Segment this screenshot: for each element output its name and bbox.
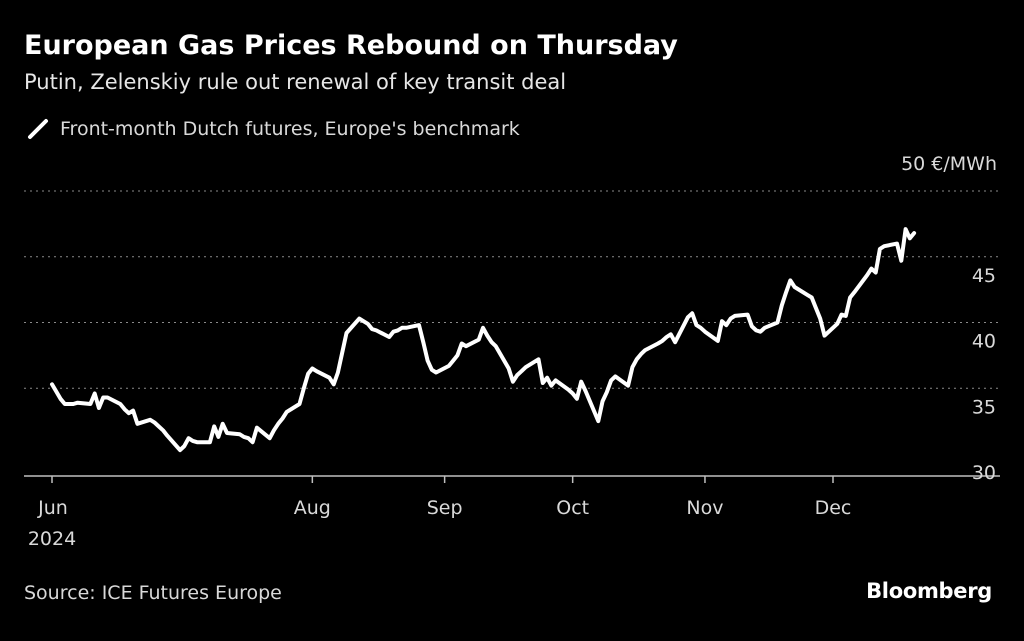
x-tick-label: Jun <box>37 497 68 519</box>
chart-subtitle: Putin, Zelenskiy rule out renewal of key… <box>24 70 567 94</box>
x-tick-label: Dec <box>815 497 852 519</box>
legend-swatch <box>28 119 48 139</box>
legend: Front-month Dutch futures, Europe's benc… <box>26 117 520 141</box>
y-tick-label: 35 <box>972 396 996 418</box>
x-tick-sublabel: 2024 <box>28 528 76 550</box>
y-tick-label: 45 <box>972 265 996 287</box>
x-tick-label: Oct <box>556 497 589 519</box>
y-tick-label: 40 <box>972 331 996 353</box>
y-unit-label: 50 €/MWh <box>901 153 997 175</box>
series-line <box>50 227 917 453</box>
brand-logo: Bloomberg <box>866 579 992 603</box>
x-tick-label: Sep <box>427 497 463 519</box>
source-note: Source: ICE Futures Europe <box>24 582 282 604</box>
x-tick-label: Nov <box>686 497 723 519</box>
x-tick-label: Aug <box>294 497 331 519</box>
chart-title: European Gas Prices Rebound on Thursday <box>24 30 678 61</box>
y-tick-label: 30 <box>972 462 996 484</box>
legend-label: Front-month Dutch futures, Europe's benc… <box>60 118 520 140</box>
